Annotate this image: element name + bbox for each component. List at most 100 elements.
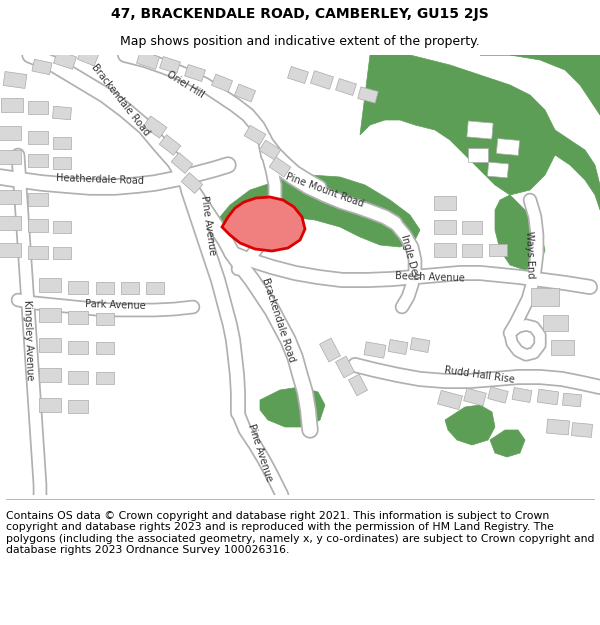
Bar (96, 282, 114, 294)
Bar (28, 101, 48, 114)
Polygon shape (222, 197, 305, 251)
Text: Heatherdale Road: Heatherdale Road (56, 174, 144, 186)
Bar (462, 244, 482, 256)
Text: Map shows position and indicative extent of the property.: Map shows position and indicative extent… (120, 35, 480, 48)
Bar (310, 71, 334, 89)
Bar (235, 84, 256, 102)
Bar (53, 106, 71, 120)
Bar (462, 221, 482, 234)
Bar (320, 338, 340, 362)
Bar (335, 79, 356, 96)
Bar (211, 74, 233, 92)
Text: Pine Mount Road: Pine Mount Road (284, 171, 365, 209)
Bar (39, 308, 61, 322)
Bar (259, 140, 281, 160)
Bar (159, 135, 181, 155)
Polygon shape (360, 55, 555, 195)
Bar (287, 66, 308, 84)
Text: Ingle Dell: Ingle Dell (399, 233, 421, 281)
Text: Park Avenue: Park Avenue (85, 299, 145, 311)
Bar (1, 98, 23, 112)
Bar (53, 137, 71, 149)
Bar (39, 338, 61, 352)
Text: Beech Avenue: Beech Avenue (395, 271, 465, 283)
Bar (335, 356, 355, 377)
Bar (571, 422, 593, 437)
Bar (136, 51, 160, 69)
Text: Ways End: Ways End (524, 231, 536, 279)
Text: 47, BRACKENDALE ROAD, CAMBERLEY, GU15 2JS: 47, BRACKENDALE ROAD, CAMBERLEY, GU15 2J… (111, 7, 489, 21)
Bar (563, 393, 581, 407)
Bar (358, 87, 378, 103)
Bar (28, 192, 48, 206)
Bar (39, 398, 61, 412)
Bar (0, 126, 21, 140)
Bar (146, 282, 164, 294)
Bar (464, 388, 487, 406)
Bar (39, 278, 61, 292)
Text: Pine Avenue: Pine Avenue (246, 423, 274, 483)
Bar (244, 125, 266, 145)
Bar (68, 371, 88, 384)
Bar (96, 342, 114, 354)
Bar (77, 48, 98, 66)
Bar (68, 401, 88, 414)
Bar (434, 243, 456, 257)
Bar (53, 247, 71, 259)
Text: Kingsley Avenue: Kingsley Avenue (22, 299, 34, 381)
Bar (185, 64, 205, 81)
Bar (349, 374, 368, 396)
Bar (0, 243, 21, 257)
Polygon shape (260, 387, 325, 427)
Bar (488, 387, 508, 403)
Bar (434, 220, 456, 234)
Bar (496, 139, 520, 156)
Bar (121, 282, 139, 294)
Bar (39, 368, 61, 382)
Polygon shape (480, 55, 600, 115)
Bar (0, 150, 21, 164)
Text: Brackendale Road: Brackendale Road (260, 276, 296, 364)
Bar (547, 419, 569, 435)
Bar (160, 56, 181, 74)
Bar (364, 342, 386, 358)
Bar (512, 388, 532, 402)
Bar (53, 157, 71, 169)
Bar (96, 313, 114, 325)
Bar (0, 216, 21, 230)
Polygon shape (495, 195, 545, 270)
Polygon shape (215, 175, 420, 247)
Bar (171, 152, 193, 173)
Bar (531, 288, 559, 306)
Bar (388, 339, 408, 354)
Polygon shape (555, 130, 600, 210)
Bar (68, 281, 88, 294)
Bar (269, 157, 291, 177)
Bar (181, 173, 203, 194)
Bar (542, 315, 568, 331)
Bar (467, 121, 493, 139)
Bar (551, 339, 574, 354)
Bar (537, 389, 559, 405)
Bar (96, 372, 114, 384)
Polygon shape (445, 405, 495, 445)
Bar (0, 190, 21, 204)
Polygon shape (490, 430, 525, 457)
Bar (468, 148, 488, 162)
Bar (143, 116, 167, 138)
Text: Contains OS data © Crown copyright and database right 2021. This information is : Contains OS data © Crown copyright and d… (6, 511, 595, 556)
Bar (434, 196, 456, 210)
Text: Oriel Hill: Oriel Hill (164, 69, 205, 101)
Bar (53, 221, 71, 233)
Bar (489, 244, 507, 256)
Bar (28, 131, 48, 144)
Bar (28, 246, 48, 259)
Bar (68, 341, 88, 354)
Text: Pine Avenue: Pine Avenue (199, 194, 217, 256)
Bar (410, 338, 430, 352)
Bar (3, 71, 27, 89)
Text: Rudd Hall Rise: Rudd Hall Rise (444, 365, 516, 385)
Bar (487, 162, 509, 178)
Text: Brackendale Road: Brackendale Road (89, 62, 151, 138)
Bar (437, 391, 463, 409)
